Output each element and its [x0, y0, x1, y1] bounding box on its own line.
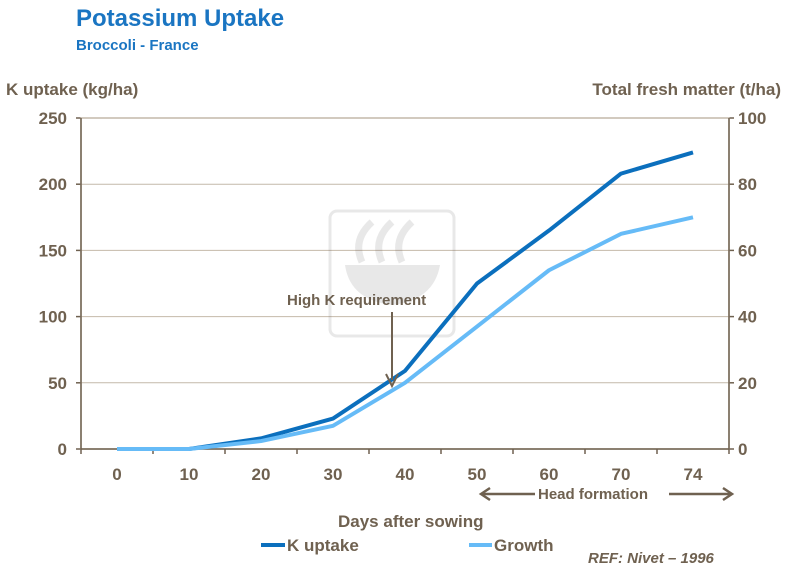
right-tick-label: 80: [738, 175, 757, 194]
x-tick-label: 40: [396, 465, 415, 484]
x-axis-label: Days after sowing: [338, 512, 484, 531]
left-tick-label: 50: [48, 374, 67, 393]
series-line-growth: [117, 215, 694, 451]
arrow-down-icon: [385, 373, 399, 389]
right-tick-label: 60: [738, 241, 757, 260]
reference-note: REF: Nivet – 1996: [588, 550, 714, 567]
left-tick-label: 150: [39, 241, 67, 260]
right-tick-label: 0: [738, 440, 747, 459]
logo-ship: [345, 265, 440, 305]
left-tick-label: 100: [39, 308, 67, 327]
right-tick-label: 40: [738, 308, 757, 327]
x-tick-label: 10: [180, 465, 199, 484]
left-tick-label: 200: [39, 175, 67, 194]
logo-sail: [395, 219, 415, 264]
annotation-head-formation: Head formation: [538, 486, 649, 503]
left-tick-label: 0: [58, 440, 67, 459]
x-tick-label: 30: [324, 465, 343, 484]
left-tick-label: 250: [39, 109, 67, 128]
x-tick-label: 74: [684, 465, 703, 484]
right-axis-label: Total fresh matter (t/ha): [592, 80, 781, 99]
x-tick-label: 50: [468, 465, 487, 484]
logo-sail: [355, 219, 375, 264]
arrow-right-icon: [722, 486, 735, 502]
annotation-high-k: High K requirement: [287, 292, 427, 309]
x-tick-label: 20: [252, 465, 271, 484]
chart-subtitle: Broccoli - France: [76, 37, 199, 54]
legend-label-growth: Growth: [494, 536, 554, 555]
chart-title: Potassium Uptake: [76, 5, 285, 32]
left-axis-label: K uptake (kg/ha): [6, 80, 139, 99]
right-tick-label: 20: [738, 374, 757, 393]
arrow-left-icon: [478, 486, 491, 502]
x-tick-label: 0: [112, 465, 121, 484]
legend-label-k-uptake: K uptake: [287, 536, 359, 555]
right-tick-label: 100: [738, 109, 766, 128]
x-tick-label: 70: [612, 465, 631, 484]
logo-sail: [375, 219, 395, 264]
x-tick-label: 60: [540, 465, 559, 484]
